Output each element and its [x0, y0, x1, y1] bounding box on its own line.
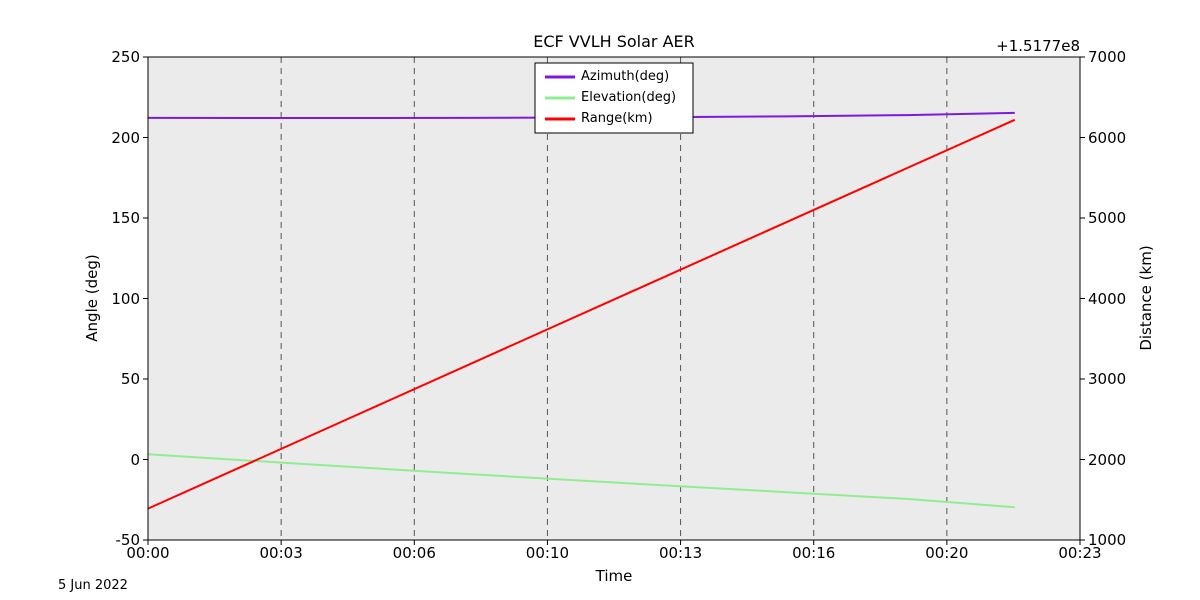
date-annotation: 5 Jun 2022 — [58, 578, 128, 593]
y-right-tick-label: 4000 — [1088, 289, 1127, 308]
y-right-tick-label: 2000 — [1088, 450, 1127, 469]
series-line-elevation-deg- — [147, 453, 1015, 509]
y-right-tick-label: 1000 — [1088, 531, 1127, 549]
y-left-tick-label: 0 — [130, 450, 140, 469]
chart-title: ECF VVLH Solar AER — [533, 32, 695, 51]
y-left-tick-label: 50 — [120, 370, 140, 388]
legend-label: Azimuth(deg) — [581, 69, 670, 84]
x-tick-label: 00:10 — [525, 544, 570, 562]
y-left-tick-label: -50 — [115, 531, 141, 549]
y-left-tick-label: 100 — [111, 289, 140, 308]
legend-label: Range(km) — [581, 111, 653, 126]
right-axis-offset-label: +1.5177e8 — [996, 37, 1080, 55]
x-axis-label: Time — [595, 567, 633, 585]
y-left-tick-label: 250 — [111, 48, 140, 66]
x-tick-label: 00:16 — [792, 544, 836, 562]
x-tick-label: 00:23 — [1058, 544, 1102, 562]
y-right-tick-label: 7000 — [1088, 48, 1127, 66]
x-tick-label: 00:06 — [392, 544, 436, 562]
y-right-tick-label: 3000 — [1088, 370, 1127, 388]
x-tick-label: 00:20 — [925, 544, 969, 562]
y-left-tick-label: 150 — [111, 209, 140, 227]
x-tick-label: 00:13 — [658, 544, 703, 562]
x-tick-label: 00:00 — [126, 544, 170, 562]
legend-label: Elevation(deg) — [581, 90, 677, 105]
y-right-tick-label: 6000 — [1088, 128, 1127, 147]
x-tick-label: 00:03 — [259, 544, 303, 562]
y-left-tick-label: 200 — [111, 128, 140, 147]
y-right-tick-label: 5000 — [1088, 209, 1127, 227]
series-line-range-km- — [147, 118, 1016, 510]
